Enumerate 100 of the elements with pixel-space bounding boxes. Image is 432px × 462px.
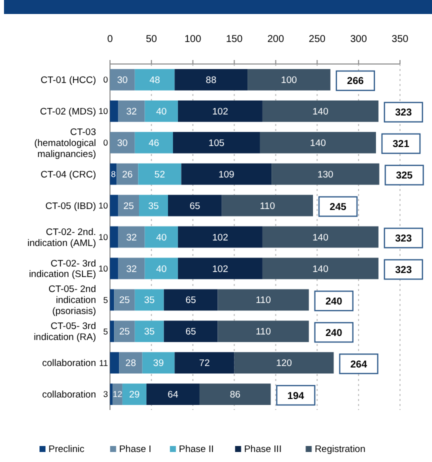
bar bbox=[110, 69, 135, 90]
data-label: 102 bbox=[212, 232, 228, 244]
data-label: 40 bbox=[156, 232, 167, 244]
bar bbox=[164, 320, 218, 342]
annotation: 323 bbox=[395, 234, 412, 244]
bar bbox=[262, 226, 378, 248]
data-label: 25 bbox=[123, 200, 134, 212]
bar bbox=[119, 352, 142, 374]
bar bbox=[139, 194, 168, 216]
y-tick-label: CT-01 (HCC) bbox=[40, 75, 96, 86]
annotation: 321 bbox=[392, 139, 410, 150]
bar bbox=[118, 100, 145, 122]
data-label: 130 bbox=[318, 169, 334, 180]
data-label: 28 bbox=[125, 358, 136, 370]
data-label: 65 bbox=[185, 295, 196, 306]
bar bbox=[178, 100, 262, 122]
data-label: 110 bbox=[256, 326, 271, 338]
bar bbox=[248, 69, 330, 90]
x-tick-label: 200 bbox=[267, 34, 284, 45]
y-tick-label: CT-02- 2nd. indication (AML) bbox=[27, 226, 96, 249]
data-label: 11 bbox=[99, 358, 108, 368]
data-label: 29 bbox=[129, 390, 140, 401]
x-tick-label: 250 bbox=[308, 34, 326, 45]
data-label: 102 bbox=[212, 106, 228, 118]
legend-label: Registration bbox=[314, 444, 366, 455]
bar bbox=[272, 163, 380, 185]
bar bbox=[110, 194, 118, 216]
bar bbox=[222, 194, 313, 216]
annotation: 194 bbox=[287, 390, 305, 402]
data-label: 35 bbox=[144, 295, 155, 306]
bar bbox=[138, 163, 182, 185]
data-label: 52 bbox=[154, 169, 166, 180]
legend-label: Phase III bbox=[244, 444, 282, 455]
data-label: 140 bbox=[312, 106, 328, 118]
bar bbox=[262, 258, 378, 280]
bar bbox=[110, 132, 135, 154]
bar bbox=[168, 194, 222, 216]
bar bbox=[144, 258, 178, 280]
data-label: 30 bbox=[117, 138, 128, 149]
annotation: 323 bbox=[395, 264, 412, 276]
data-label: 86 bbox=[230, 390, 240, 401]
data-label: 10 bbox=[98, 106, 108, 116]
data-label: 140 bbox=[312, 264, 328, 275]
annotation: 240 bbox=[326, 328, 343, 339]
data-label: 39 bbox=[153, 358, 164, 370]
data-label: 140 bbox=[310, 138, 326, 149]
y-tick-label: CT-05 (IBD) bbox=[45, 200, 96, 212]
annotation: 325 bbox=[396, 170, 414, 182]
data-label: 40 bbox=[156, 264, 167, 275]
bar bbox=[164, 289, 218, 311]
bar bbox=[134, 69, 175, 90]
data-label: 25 bbox=[119, 326, 130, 338]
bar bbox=[118, 226, 145, 248]
data-label: 120 bbox=[276, 358, 292, 370]
bar bbox=[134, 132, 173, 154]
data-label: 100 bbox=[281, 75, 297, 86]
x-tick-label: 300 bbox=[350, 34, 368, 45]
x-tick-label: 50 bbox=[146, 34, 158, 45]
x-tick-label: 350 bbox=[392, 34, 409, 45]
x-tick-label: 0 bbox=[107, 34, 114, 45]
data-label: 3 bbox=[103, 389, 108, 400]
bar bbox=[234, 352, 334, 374]
data-label: 10 bbox=[98, 200, 108, 211]
bar bbox=[118, 258, 145, 280]
data-label: 46 bbox=[148, 138, 160, 149]
bar bbox=[110, 289, 114, 311]
bar bbox=[114, 320, 135, 342]
y-tick-label: collaboration bbox=[42, 358, 96, 370]
annotation: 323 bbox=[395, 108, 412, 119]
bar bbox=[114, 289, 135, 311]
data-label: 65 bbox=[190, 200, 200, 212]
data-label: 32 bbox=[126, 232, 137, 244]
x-tick-label: 150 bbox=[226, 34, 244, 45]
data-label: 109 bbox=[218, 169, 234, 180]
data-label: 110 bbox=[260, 200, 276, 212]
data-label: 65 bbox=[185, 326, 196, 338]
bar bbox=[181, 163, 272, 185]
data-label: 25 bbox=[119, 295, 130, 306]
y-tick-label: CT-04 (CRC) bbox=[40, 169, 96, 180]
bar bbox=[110, 226, 118, 248]
data-label: 35 bbox=[148, 200, 159, 212]
data-label: 110 bbox=[256, 295, 271, 306]
y-tick-label: collaboration bbox=[42, 390, 96, 401]
y-tick-label: CT-05- 3rd indication (RA) bbox=[34, 321, 96, 344]
bar bbox=[218, 320, 309, 342]
data-label: 88 bbox=[206, 75, 216, 86]
bar bbox=[260, 132, 376, 154]
data-label: 72 bbox=[199, 358, 210, 370]
data-label: 40 bbox=[156, 106, 167, 118]
data-label: 10 bbox=[98, 232, 108, 242]
annotation: 264 bbox=[350, 359, 368, 370]
bar bbox=[116, 163, 138, 185]
legend-label: Preclinic bbox=[48, 444, 85, 455]
bar bbox=[122, 384, 146, 405]
data-label: 12 bbox=[112, 389, 122, 400]
data-label: 8 bbox=[110, 169, 116, 180]
bar bbox=[144, 100, 178, 122]
legend-label: Phase I bbox=[119, 444, 152, 455]
data-label: 32 bbox=[126, 106, 137, 118]
x-tick-label: 100 bbox=[184, 34, 202, 45]
